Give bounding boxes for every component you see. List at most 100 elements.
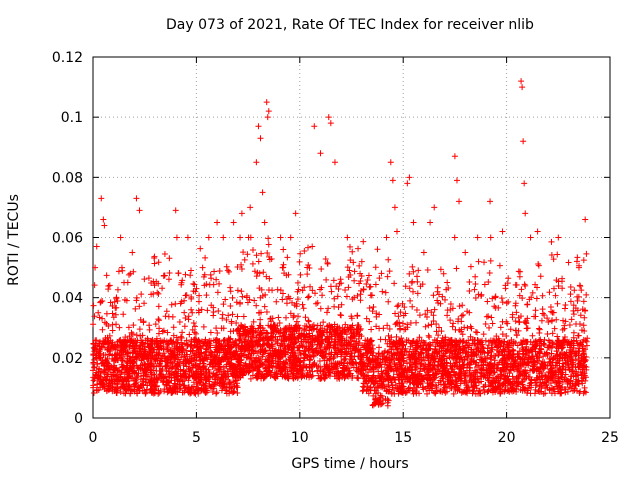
data-point: [134, 364, 141, 371]
data-point: [138, 291, 145, 298]
data-point: [159, 328, 166, 335]
data-point: [97, 355, 104, 362]
data-point: [549, 317, 556, 324]
data-point: [376, 325, 383, 332]
data-point: [384, 273, 391, 280]
data-point: [371, 379, 378, 386]
data-point: [201, 372, 208, 379]
data-point: [497, 367, 504, 374]
data-point: [447, 362, 454, 369]
data-point: [295, 313, 302, 320]
data-point: [100, 337, 107, 344]
axis-ticks: 00.020.040.060.080.10.120 5 10 15 20 25: [52, 50, 619, 446]
data-point: [498, 295, 505, 302]
data-point: [190, 280, 197, 287]
data-point: [438, 337, 445, 344]
data-point: [161, 251, 168, 258]
data-point: [581, 388, 588, 395]
data-point: [337, 276, 344, 283]
data-point: [253, 334, 260, 341]
data-point: [403, 336, 410, 343]
data-point: [428, 321, 435, 328]
data-point: [191, 329, 198, 336]
data-point: [532, 339, 539, 346]
data-point: [249, 260, 256, 267]
data-point: [471, 286, 478, 293]
data-point: [203, 281, 210, 288]
data-point: [409, 263, 416, 270]
data-point: [123, 381, 130, 388]
data-point: [224, 368, 231, 375]
data-point: [485, 313, 492, 320]
data-point: [107, 337, 114, 344]
data-point: [489, 295, 496, 302]
data-point: [499, 331, 506, 338]
data-point: [493, 375, 500, 382]
data-point: [233, 299, 240, 306]
data-point: [568, 367, 575, 374]
data-point: [312, 347, 319, 354]
data-point: [191, 281, 198, 288]
data-point: [369, 376, 376, 383]
data-point: [415, 267, 422, 274]
data-point: [500, 338, 507, 345]
data-point: [150, 278, 157, 285]
data-point: [354, 347, 361, 354]
data-point: [577, 312, 584, 319]
data-point: [406, 270, 413, 277]
data-point: [123, 338, 130, 345]
data-point: [388, 366, 395, 373]
data-point: [190, 288, 197, 295]
data-point: [317, 305, 324, 312]
data-point: [181, 323, 188, 330]
data-point: [396, 340, 403, 347]
x-tick-label: 25: [601, 430, 619, 446]
data-point: [325, 305, 332, 312]
data-point: [200, 323, 207, 330]
data-point: [356, 262, 363, 269]
data-point: [287, 310, 294, 317]
data-point: [483, 313, 490, 320]
data-point: [192, 390, 199, 397]
data-point: [566, 322, 573, 329]
data-point: [133, 353, 140, 360]
data-point: [350, 259, 357, 266]
data-point: [277, 234, 284, 241]
data-point: [369, 402, 376, 409]
data-point: [253, 302, 260, 309]
data-point: [444, 279, 451, 286]
data-point: [559, 371, 566, 378]
data-point: [130, 322, 137, 329]
data-point: [481, 281, 488, 288]
data-point: [130, 359, 137, 366]
data-point: [404, 360, 411, 367]
data-point: [331, 303, 338, 310]
data-point: [460, 311, 467, 318]
data-point: [354, 327, 361, 334]
data-point: [444, 345, 451, 352]
data-point: [533, 295, 540, 302]
data-point: [536, 329, 543, 336]
data-point: [228, 385, 235, 392]
data-point: [559, 285, 566, 292]
data-point: [99, 298, 106, 305]
data-point: [152, 321, 159, 328]
data-point: [279, 290, 286, 297]
data-point: [213, 389, 220, 396]
data-point: [190, 319, 197, 326]
data-point: [126, 344, 133, 351]
data-point: [143, 354, 150, 361]
data-point: [424, 383, 431, 390]
data-point: [361, 380, 368, 387]
data-point: [554, 300, 561, 307]
data-point: [444, 307, 451, 314]
data-point: [105, 286, 112, 293]
data-point: [541, 311, 548, 318]
data-point: [314, 322, 321, 329]
data-point: [501, 375, 508, 382]
data-point: [275, 361, 282, 368]
data-point: [451, 234, 458, 241]
data-point: [182, 373, 189, 380]
data-point: [380, 378, 387, 385]
data-point: [432, 370, 439, 377]
